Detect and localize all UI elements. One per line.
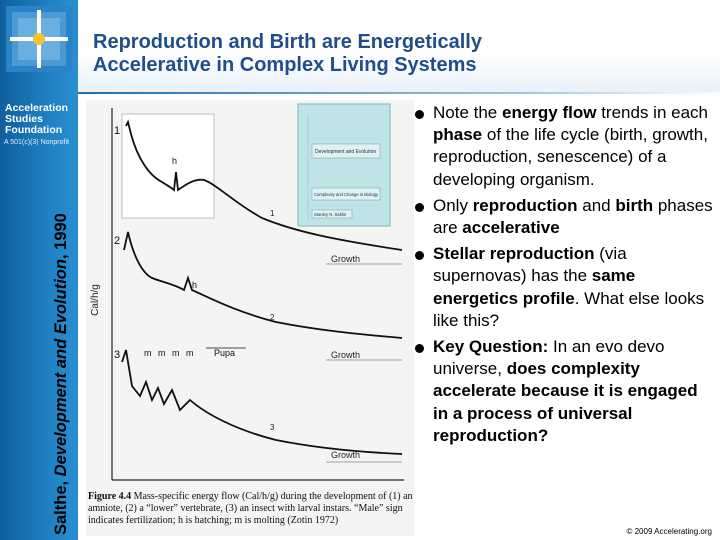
molt-label-4: m	[186, 348, 194, 358]
copyright-footer: © 2009 Accelerating.org	[626, 527, 712, 536]
panel1-hatch-label: h	[172, 156, 177, 166]
molt-label-3: m	[172, 348, 180, 358]
molt-label-2: m	[158, 348, 166, 358]
left-sidebar-band	[0, 0, 78, 540]
title-line-2: Accelerative in Complex Living Systems	[93, 54, 477, 76]
book-cover	[297, 103, 391, 227]
bullet-bold-text: Key Question:	[433, 337, 549, 357]
figure-ylabel: Cal/h/g	[90, 284, 101, 316]
bullet-dot-icon	[415, 251, 424, 261]
panel2-label: 2	[114, 235, 120, 247]
figure-caption: Figure 4.4 Mass-specific energy flow (Ca…	[88, 491, 413, 527]
bullet-text: . What else looks like this?	[433, 288, 705, 330]
panel1-growth-label: Growth	[331, 254, 360, 264]
bullet-dot-icon	[415, 110, 424, 119]
energy-flow-figure: Cal/h/g 1 h 1 Growth Development and Evo…	[86, 100, 414, 536]
org-subtitle: A 501(c)(3) Nonprofit	[4, 139, 69, 146]
molt-label-1: m	[144, 348, 152, 358]
foundation-logo-icon	[6, 6, 72, 72]
panel1-number: 1	[270, 209, 275, 218]
panel3-number: 3	[270, 423, 275, 432]
side-citation: Salthe, Development and Evolution, 1990	[52, 105, 71, 535]
panel1-label: 1	[114, 125, 120, 137]
panel1-frame	[121, 113, 215, 219]
bullet-text: Note the	[433, 103, 502, 122]
bullet-bold-text: reproduction	[472, 195, 578, 215]
book-cover-title: Development and Evolution	[315, 149, 376, 155]
book-cover-author: Stanley N. Salthe	[314, 212, 347, 217]
panel2-growth-label: Growth	[331, 350, 360, 360]
bullet-bold-text: phase	[433, 125, 483, 145]
slide-title: Reproduction and Birth are Energetically…	[93, 31, 693, 77]
bullet-text: In an evo devo universe,	[433, 337, 665, 379]
panel1-curve	[125, 119, 403, 251]
figure-caption-text: Mass-specific energy flow (Cal/h/g) duri…	[88, 491, 413, 526]
bullet-list: Note the energy flow trends in each phas…	[408, 102, 714, 451]
bullet-bold-text: Stellar reproduction	[433, 244, 595, 264]
book-cover-subtitle: Complexity and Change in Biology	[314, 192, 379, 197]
bullet-dot-icon	[415, 344, 424, 354]
book-cover-subtitle-box	[311, 187, 381, 201]
bullet-item: Note the energy flow trends in each phas…	[408, 102, 714, 191]
bullet-text: and	[577, 195, 616, 215]
pupa-label: Pupa	[214, 348, 235, 358]
org-name: Acceleration Studies Foundation	[5, 102, 69, 136]
citation-year: , 1990	[52, 213, 70, 260]
figure-caption-label: Figure 4.4	[88, 491, 132, 502]
panel3-growth-label: Growth	[331, 450, 360, 460]
panel2-curve	[123, 231, 403, 339]
book-cover-author-box	[311, 209, 353, 219]
bullet-text: Only	[433, 195, 473, 215]
title-line-1: Reproduction and Birth are Energetically	[93, 31, 482, 53]
header-divider	[78, 92, 720, 94]
bullet-item: Only reproduction and birth phases are a…	[408, 195, 714, 239]
panel2-hatch-label: h	[192, 280, 197, 290]
bullet-text: phases are	[433, 195, 713, 238]
bullet-bold-text: energy flow	[502, 103, 597, 122]
bullet-text: of the life cycle (birth, growth, reprod…	[433, 125, 708, 189]
book-cover-title-box	[311, 143, 381, 159]
bullet-item: Key Question: In an evo devo universe, d…	[408, 336, 714, 447]
panel2-number: 2	[270, 313, 275, 322]
bullet-item: Stellar reproduction (via supernovas) ha…	[408, 243, 714, 332]
bullet-text: trends in each	[596, 103, 708, 122]
bullet-bold-text: does complexity accelerate because it is…	[433, 359, 698, 445]
header-band	[78, 0, 720, 92]
bullet-dot-icon	[415, 202, 424, 212]
bullet-bold-text: birth	[615, 195, 654, 215]
bullet-text: (via supernovas) has the	[433, 244, 627, 286]
bullet-bold-text: accelerative	[462, 218, 560, 238]
citation-author: Salthe,	[52, 476, 70, 535]
panel3-label: 3	[114, 349, 120, 361]
panel3-curve	[121, 349, 403, 455]
citation-book: Development and Evolution	[52, 259, 70, 477]
bullet-bold-text: same energetics profile	[433, 266, 636, 308]
